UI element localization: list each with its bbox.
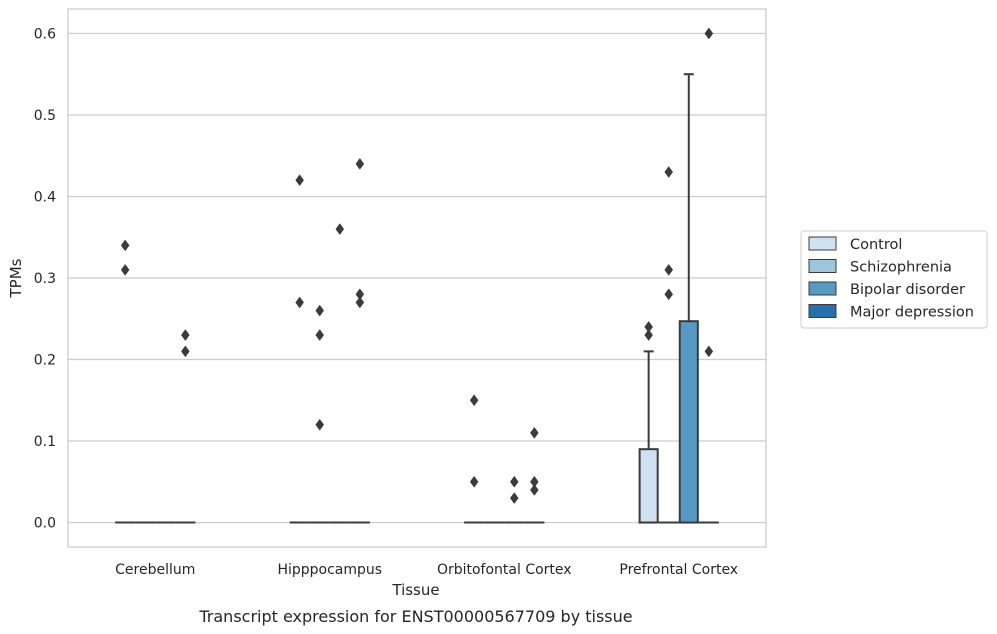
outlier-point — [530, 484, 539, 496]
outlier-point — [664, 263, 674, 276]
gridlines — [68, 32, 766, 524]
box-bipolar-disorder — [329, 223, 350, 524]
box-major-depression — [175, 329, 196, 524]
legend-entry: Control — [850, 237, 902, 253]
outlier-point — [295, 296, 304, 309]
x-axis-ticks: Cerebellum Hipppocampus Orbitofontal Corte… — [115, 562, 738, 578]
outlier-point — [530, 426, 539, 439]
outlier-point — [355, 296, 365, 309]
outlier-point — [469, 475, 479, 488]
box-bipolar-disorder — [504, 475, 525, 524]
x-tick-label: Prefrontal Cortex — [619, 562, 738, 578]
box-body — [638, 448, 659, 524]
box-body — [678, 320, 699, 524]
outlier-point — [120, 263, 130, 276]
outlier-point — [355, 157, 365, 170]
x-tick-label: Hipppocampus — [277, 562, 382, 578]
outlier-point — [315, 329, 325, 341]
outlier-point — [704, 27, 714, 40]
legend-swatch — [808, 281, 837, 296]
outlier-point — [315, 304, 325, 317]
outlier-point — [181, 329, 190, 341]
outlier-point — [704, 345, 714, 358]
outlier-point — [469, 394, 479, 407]
box-major-depression — [698, 27, 719, 524]
outlier-point — [509, 475, 519, 488]
y-tick-label: 0.0 — [34, 516, 56, 532]
x-axis-label: Tissue — [391, 581, 439, 599]
y-axis-ticks: 0.0 0.1 0.2 0.3 0.4 0.5 0.6 — [34, 26, 56, 531]
legend-entry: Bipolar disorder — [850, 282, 965, 298]
box-control — [464, 394, 485, 524]
outlier-point — [664, 288, 674, 301]
outlier-point — [295, 174, 304, 187]
x-tick-label: Orbitofontal Cortex — [437, 562, 572, 578]
y-tick-label: 0.5 — [34, 108, 56, 124]
y-tick-label: 0.2 — [34, 353, 56, 369]
y-tick-label: 0.4 — [34, 189, 56, 205]
y-tick-label: 0.1 — [34, 434, 56, 450]
outlier-point — [335, 223, 345, 236]
plot-frame — [67, 8, 767, 548]
outlier-point — [664, 166, 674, 178]
legend-frame — [800, 230, 988, 329]
outlier-point — [181, 345, 190, 358]
box-schizophrenia — [309, 304, 330, 524]
x-tick-label: Cerebellum — [115, 562, 195, 578]
y-tick-label: 0.6 — [34, 26, 56, 42]
outlier-point — [315, 418, 325, 431]
legend-swatch — [808, 259, 837, 273]
box-control — [115, 239, 136, 524]
legend: Control Schizophrenia Bipolar disorder Majo… — [800, 230, 988, 329]
box-marks — [115, 27, 719, 524]
legend-entry: Schizophrenia — [850, 260, 952, 276]
outlier-point — [509, 492, 519, 505]
outlier-point — [644, 329, 653, 341]
box-control — [638, 320, 659, 524]
box-control — [289, 174, 310, 524]
box-bipolar-disorder — [678, 73, 699, 524]
outlier-point — [120, 239, 130, 252]
legend-swatch — [808, 236, 837, 251]
legend-entry: Major depression — [850, 305, 974, 321]
box-schizophrenia — [658, 166, 679, 524]
legend-swatch — [808, 304, 837, 318]
chart-caption: Transcript expression for ENST0000056770… — [198, 607, 632, 626]
box-major-depression — [524, 426, 545, 524]
y-axis-label: TPMs — [7, 258, 25, 298]
box-major-depression — [349, 157, 370, 524]
y-tick-label: 0.3 — [34, 271, 56, 287]
